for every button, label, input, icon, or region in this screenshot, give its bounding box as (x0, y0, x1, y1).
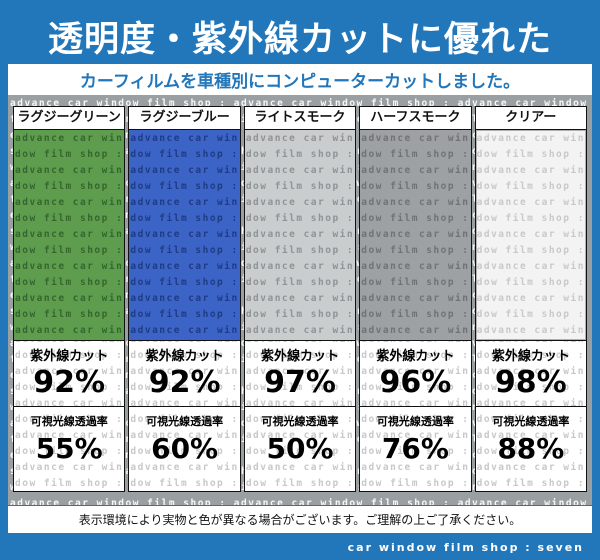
uv-cut-label: 紫外線カット (30, 349, 109, 364)
disclaimer-note: 表示環境により実物と色が異なる場合がございます。ご理解の上ご了承ください。 (8, 506, 592, 533)
film-panels-row: advance car window film shop : advance c… (13, 106, 588, 492)
stats-divider (475, 405, 587, 407)
stats-divider (129, 405, 240, 407)
panel-stats: 紫外線カット 98% 可視光線透過率 88% (475, 341, 587, 491)
uv-cut-value: 97% (264, 365, 336, 400)
swatch-repeat-text: advance car window film shop : advance c… (15, 133, 124, 336)
vlt-value: 50% (266, 431, 334, 465)
vlt-value: 88% (497, 431, 565, 465)
swatch-repeat-text: advance car window film shop : advance c… (361, 133, 470, 336)
film-swatch-light-smoke: advance car window film shop : advance c… (244, 130, 356, 341)
uv-cut-value: 96% (379, 365, 452, 400)
panel-stats: 紫外線カット 92% 可視光線透過率 60% (129, 341, 240, 491)
uv-cut-value: 98% (494, 365, 567, 400)
vlt-label: 可視光線透過率 (30, 414, 108, 428)
vlt-value: 76% (381, 431, 449, 465)
stats-divider (244, 405, 356, 407)
vlt-value: 55% (35, 431, 103, 465)
panel-half-smoke: advance car window film shop : advance c… (359, 106, 472, 492)
panel-luxury-green: advance car window film shop : advance c… (13, 106, 126, 492)
panel-clear: advance car window film shop : advance c… (474, 106, 588, 492)
panel-stats: 紫外線カット 97% 可視光線透過率 50% (244, 341, 356, 491)
vlt-label: 可視光線透過率 (146, 414, 224, 428)
uv-cut-label: 紫外線カット (376, 349, 455, 364)
swatch-repeat-text: advance car window film shop : advance c… (476, 133, 585, 336)
panel-light-smoke: advance car window film shop : advance c… (243, 106, 357, 492)
panel-stats: 紫外線カット 92% 可視光線透過率 55% (14, 341, 125, 491)
panel-title: クリアー (475, 107, 587, 130)
page-subtitle: カーフィルムを車種別にコンピューターカットしました。 (8, 64, 592, 95)
vlt-value: 60% (151, 431, 219, 465)
film-swatch-blue: advance car window film shop : advance c… (129, 130, 240, 341)
panel-title: ライトスモーク (244, 107, 356, 130)
page-title: 透明度・紫外線カットに優れた (47, 19, 552, 60)
uv-cut-label: 紫外線カット (491, 349, 570, 364)
panel-title: ハーフスモーク (360, 107, 471, 130)
panel-luxury-blue: advance car window film shop : advance c… (128, 106, 241, 492)
stats-divider (14, 405, 125, 407)
panel-title: ラグジーブルー (129, 107, 240, 130)
uv-cut-value: 92% (148, 365, 221, 400)
panel-stats: 紫外線カット 96% 可視光線透過率 76% (360, 341, 471, 491)
vlt-label: 可視光線透過率 (492, 414, 570, 428)
film-swatch-half-smoke: advance car window film shop : advance c… (360, 130, 471, 341)
vlt-label: 可視光線透過率 (261, 414, 339, 428)
uv-cut-label: 紫外線カット (261, 349, 340, 364)
brand-text: car window film shop : seven (347, 541, 584, 554)
uv-cut-value: 92% (33, 365, 106, 400)
swatch-repeat-text: advance car window film shop : advance c… (130, 133, 239, 336)
film-swatch-clear: advance car window film shop : advance c… (475, 130, 587, 341)
background-texture: advance car window film shop : advance c… (8, 95, 592, 505)
uv-cut-label: 紫外線カット (145, 349, 224, 364)
stats-divider (360, 405, 471, 407)
film-swatch-green: advance car window film shop : advance c… (14, 130, 125, 341)
vlt-label: 可視光線透過率 (376, 414, 454, 428)
panel-title: ラグジーグリーン (14, 107, 125, 130)
swatch-repeat-text: advance car window film shop : advance c… (245, 133, 355, 336)
